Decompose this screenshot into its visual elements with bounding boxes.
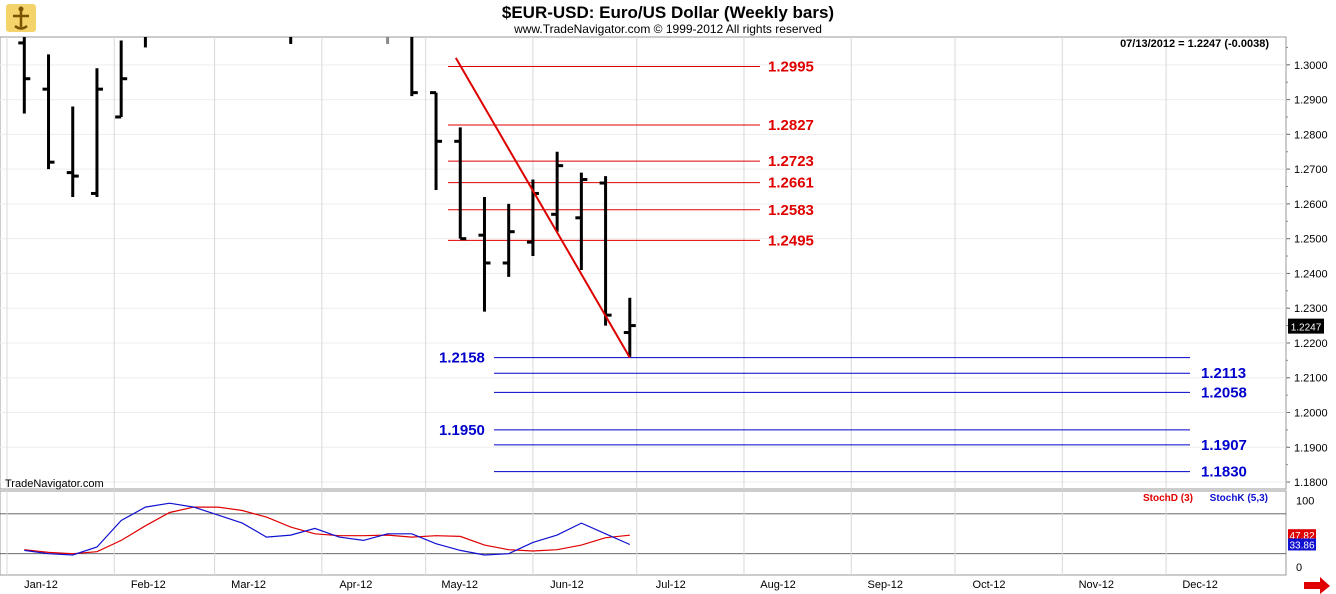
resistance-level-label: 1.2661 bbox=[768, 175, 814, 192]
ohlc-bar bbox=[410, 37, 418, 97]
stoch-series-line bbox=[24, 506, 630, 555]
support-level-label: 1.2158 bbox=[439, 350, 485, 367]
stochastic-panel bbox=[0, 490, 1287, 576]
y-tick-label: 1.2500 bbox=[1294, 234, 1328, 246]
x-tick-label: Apr-12 bbox=[339, 579, 372, 591]
stoch-value-label: 47.82 bbox=[1289, 531, 1314, 542]
ohlc-bar bbox=[478, 196, 491, 312]
chart-title: $EUR-USD: Euro/US Dollar (Weekly bars) bbox=[502, 3, 834, 22]
last-price-info: 07/13/2012 = 1.2247 (-0.0038) bbox=[1120, 38, 1269, 50]
ohlc-bar bbox=[430, 91, 443, 190]
legend-stochd: StochD (3) bbox=[1143, 493, 1193, 504]
ohlc-bar bbox=[575, 172, 588, 270]
y-tick-label: 1.2300 bbox=[1294, 303, 1328, 315]
resistance-level-label: 1.2827 bbox=[768, 117, 814, 134]
y-tick-label: 1.2900 bbox=[1294, 95, 1328, 107]
support-level-label: 1.1830 bbox=[1201, 464, 1247, 481]
last-price-value: 1.2247 bbox=[1291, 323, 1322, 334]
y-tick-label: 1.2100 bbox=[1294, 373, 1328, 385]
price-panel bbox=[0, 36, 1287, 490]
y-tick-label: 1.1900 bbox=[1294, 442, 1328, 454]
y-tick-label: 1.1800 bbox=[1294, 477, 1328, 489]
y-tick-label: 1.2800 bbox=[1294, 129, 1328, 141]
ohlc-bar bbox=[454, 127, 467, 241]
y-tick-label: 1.3000 bbox=[1294, 60, 1328, 72]
x-tick-label: Jan-12 bbox=[24, 579, 58, 591]
y-tick-label: 1.2700 bbox=[1294, 164, 1328, 176]
x-tick-label: Mar-12 bbox=[231, 579, 266, 591]
logo-icon bbox=[6, 4, 36, 32]
resistance-level-label: 1.2723 bbox=[768, 153, 814, 170]
stoch-series-line bbox=[24, 502, 631, 556]
watermark-text: TradeNavigator.com bbox=[5, 478, 104, 490]
support-level-label: 1.2113 bbox=[1201, 365, 1246, 382]
ohlc-bar bbox=[18, 37, 31, 114]
ohlc-bar bbox=[66, 106, 79, 197]
support-level-label: 1.1907 bbox=[1201, 437, 1247, 454]
x-tick-label: Feb-12 bbox=[131, 579, 166, 591]
stoch-value-badge bbox=[1288, 529, 1316, 542]
resistance-level-label: 1.2995 bbox=[768, 59, 814, 76]
y-tick-label: 1.2600 bbox=[1294, 199, 1328, 211]
downtrend-line bbox=[454, 57, 631, 359]
support-level-label: 1.2058 bbox=[1201, 384, 1247, 401]
ohlc-bar bbox=[623, 297, 636, 357]
ohlc-bar bbox=[502, 203, 515, 277]
ohlc-bar bbox=[599, 176, 612, 326]
x-tick-label: Nov-12 bbox=[1079, 579, 1114, 591]
x-tick-label: Jun-12 bbox=[550, 579, 584, 591]
x-tick-label: Aug-12 bbox=[760, 579, 795, 591]
y-tick-label: 1.2000 bbox=[1294, 408, 1328, 420]
x-tick-label: May-12 bbox=[441, 579, 478, 591]
x-tick-label: Dec-12 bbox=[1182, 579, 1217, 591]
x-tick-label: Sep-12 bbox=[867, 579, 902, 591]
ohlc-bar bbox=[90, 68, 103, 197]
ohlc-bar bbox=[551, 151, 564, 232]
support-level-label: 1.1950 bbox=[439, 422, 485, 439]
resistance-level-label: 1.2495 bbox=[768, 232, 814, 249]
stoch-y-tick-label: 100 bbox=[1296, 496, 1314, 508]
x-tick-label: Jul-12 bbox=[656, 579, 686, 591]
stoch-value-badge bbox=[1288, 538, 1316, 551]
ohlc-bar bbox=[42, 54, 55, 170]
x-tick-label: Oct-12 bbox=[973, 579, 1006, 591]
scroll-right-arrow-icon[interactable] bbox=[1304, 577, 1330, 594]
ohlc-bar bbox=[115, 40, 128, 119]
y-tick-label: 1.2200 bbox=[1294, 338, 1328, 350]
resistance-level-label: 1.2583 bbox=[768, 202, 814, 219]
legend-stochk: StochK (5,3) bbox=[1210, 493, 1268, 504]
stoch-y-tick-label: 0 bbox=[1296, 562, 1302, 574]
last-price-badge bbox=[1288, 318, 1324, 334]
copyright-text: www.TradeNavigator.com © 1999-2012 All r… bbox=[513, 22, 822, 36]
y-tick-label: 1.2400 bbox=[1294, 268, 1328, 280]
stoch-value-label: 33.86 bbox=[1289, 540, 1314, 551]
